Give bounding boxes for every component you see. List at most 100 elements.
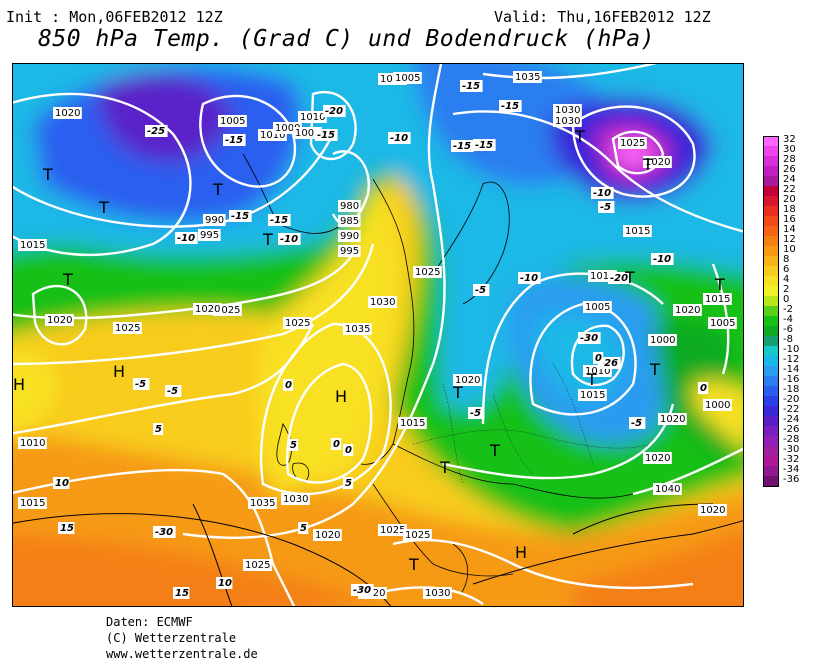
isotherm-label: -26 xyxy=(600,358,618,369)
footer-url: www.wetterzentrale.de xyxy=(106,647,258,661)
colorbar-label: 10 xyxy=(783,244,796,255)
colorbar-label: -26 xyxy=(783,424,800,435)
isotherm-label: 0 xyxy=(700,383,707,394)
isobar-label: 1000 xyxy=(705,400,730,411)
isobar-label: 1030 xyxy=(425,588,450,599)
footer-copyright: (C) Wetterzentrale xyxy=(106,631,237,645)
isotherm-label: -15 xyxy=(270,215,288,226)
colorbar-swatch xyxy=(763,356,779,366)
isotherm-label: 5 xyxy=(155,424,162,435)
low-pressure-mark: T xyxy=(649,360,660,379)
isotherm-label: 0 xyxy=(285,380,292,391)
isobar-label: 1035 xyxy=(515,72,540,83)
colorbar-label: 28 xyxy=(783,154,796,165)
isobar-label: 1015 xyxy=(625,226,650,237)
colorbar-label: 30 xyxy=(783,144,796,155)
isotherm-label: -30 xyxy=(155,527,173,538)
colorbar-label: -20 xyxy=(783,394,800,405)
temperature-field xyxy=(13,64,743,606)
colorbar-swatch xyxy=(763,176,779,186)
colorbar-swatch xyxy=(763,166,779,176)
low-pressure-mark: T xyxy=(489,441,500,460)
isobar-label: 1005 xyxy=(710,318,735,329)
isobar-label: 1010 xyxy=(590,271,615,282)
colorbar-label: -22 xyxy=(783,404,800,415)
colorbar-swatch xyxy=(763,256,779,266)
colorbar-swatch xyxy=(763,386,779,396)
isotherm-label: 15 xyxy=(175,588,189,599)
colorbar-swatch xyxy=(763,196,779,206)
low-pressure-mark: T xyxy=(574,127,585,146)
isobar-label: 1000 xyxy=(650,335,675,346)
colorbar-label: -4 xyxy=(783,314,793,325)
isobar-label: 990 xyxy=(205,215,224,226)
weather-map: 1020 1015 1020 1025 1025 1025 1020 1030 1035 1035… xyxy=(12,63,744,607)
isotherm-label: -15 xyxy=(462,81,480,92)
isobar-label: 1040 xyxy=(655,484,680,495)
colorbar-label: 12 xyxy=(783,234,796,245)
isobar-label: 1020 xyxy=(645,157,670,168)
isotherm-label: 15 xyxy=(60,523,74,534)
isobar-label: 1020 xyxy=(700,505,725,516)
colorbar-swatch xyxy=(763,266,779,276)
high-pressure-mark: H xyxy=(113,362,125,381)
isobar-label: 1010 xyxy=(20,438,45,449)
colorbar-label: 18 xyxy=(783,204,796,215)
isotherm-label: -15 xyxy=(231,211,249,222)
isobar-label: 1020 xyxy=(47,315,72,326)
colorbar-swatch xyxy=(763,366,779,376)
isobar-label: 1010 xyxy=(300,112,325,123)
low-pressure-mark: T xyxy=(586,370,597,389)
isobar-label: 1005 xyxy=(220,116,245,127)
isotherm-label: -10 xyxy=(280,234,298,245)
isotherm-label: -25 xyxy=(147,126,165,137)
isobar-label: 1025 xyxy=(245,560,270,571)
isobar-label: 1000 xyxy=(275,123,300,134)
colorbar-label: -12 xyxy=(783,354,800,365)
colorbar-label: 22 xyxy=(783,184,796,195)
isobar-label: 1030 xyxy=(555,105,580,116)
low-pressure-mark: T xyxy=(452,383,463,402)
isotherm-label: -10 xyxy=(653,254,671,265)
colorbar-swatch xyxy=(763,326,779,336)
colorbar-swatch xyxy=(763,296,779,306)
isobar-label: 1020 xyxy=(660,414,685,425)
colorbar-label: 24 xyxy=(783,174,796,185)
colorbar-swatch xyxy=(763,276,779,286)
colorbar-swatch xyxy=(763,216,779,226)
chart-title: 850 hPa Temp. (Grad C) und Bodendruck (h… xyxy=(38,26,655,52)
colorbar-swatch xyxy=(763,416,779,426)
isobar-label: 1020 xyxy=(675,305,700,316)
isobar-label: 1025 xyxy=(285,318,310,329)
isobar-label: 1035 xyxy=(250,498,275,509)
colorbar-swatch xyxy=(763,236,779,246)
isotherm-label: -5 xyxy=(135,379,146,390)
isobar-label: 1035 xyxy=(345,324,370,335)
colorbar-label: -2 xyxy=(783,304,793,315)
isobar-label: 1015 xyxy=(20,240,45,251)
isobar-label: 1030 xyxy=(370,297,395,308)
isobar-label: 1025 xyxy=(215,305,240,316)
map-canvas: 1020101510201025102510251020103010351035… xyxy=(13,64,743,606)
colorbar-swatch xyxy=(763,446,779,456)
colorbar-label: -10 xyxy=(783,344,800,355)
high-pressure-mark: H xyxy=(335,387,347,406)
isotherm-label: 10 xyxy=(55,478,69,489)
isotherm-label: -15 xyxy=(225,135,243,146)
isobar-label: 1030 xyxy=(555,116,580,127)
colorbar-label: -36 xyxy=(783,474,800,485)
isobar-label: 1005 xyxy=(295,128,320,139)
isobar-label: 1005 xyxy=(395,73,420,84)
colorbar-swatch xyxy=(763,146,779,156)
isobar-label: 1025 xyxy=(620,138,645,149)
colorbar-swatch xyxy=(763,306,779,316)
isobar-label: 1015 xyxy=(705,294,730,305)
low-pressure-mark: T xyxy=(42,165,53,184)
colorbar-swatch xyxy=(763,156,779,166)
isotherm-label: 0 xyxy=(595,353,602,364)
isotherm-label: -5 xyxy=(600,202,611,213)
low-pressure-mark: T xyxy=(714,275,725,294)
isotherm-label: 5 xyxy=(290,440,297,451)
isobar-label: 1015 xyxy=(380,74,405,85)
isobar-label: 985 xyxy=(340,216,359,227)
